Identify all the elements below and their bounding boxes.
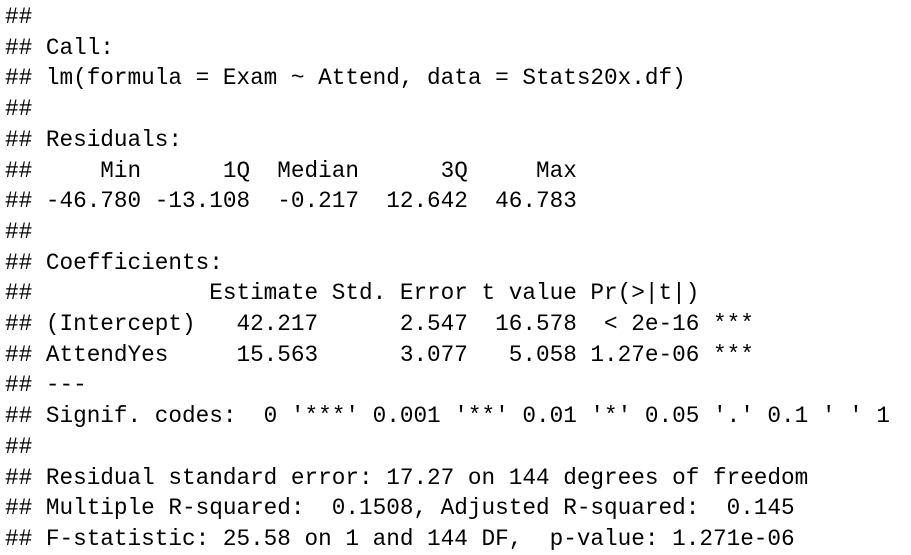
console-line-coefficients-header: ## Coefficients:	[5, 249, 223, 276]
console-line-f-statistic: ## F-statistic: 25.58 on 1 and 144 DF, p…	[5, 525, 795, 552]
console-line-residuals-header: ## Residuals:	[5, 126, 182, 153]
console-line-coefficients-attendyes: ## AttendYes 15.563 3.077 5.058 1.27e-06…	[5, 341, 754, 368]
console-line: ##	[5, 4, 33, 30]
console-line-coefficients-intercept: ## (Intercept) 42.217 2.547 16.578 < 2e-…	[5, 311, 754, 338]
console-line-signif-codes: ## Signif. codes: 0 '***' 0.001 '**' 0.0…	[5, 403, 890, 430]
console-line-residual-std-error: ## Residual standard error: 17.27 on 144…	[5, 464, 809, 491]
console-line: ##	[5, 218, 33, 245]
console-line-residuals-colnames: ## Min 1Q Median 3Q Max	[5, 157, 577, 184]
console-line-call-header: ## Call:	[5, 34, 114, 61]
console-line: ##	[5, 433, 33, 460]
console-line-call-formula: ## lm(formula = Exam ~ Attend, data = St…	[5, 65, 686, 92]
console-line-r-squared: ## Multiple R-squared: 0.1508, Adjusted …	[5, 495, 795, 522]
console-line-residuals-values: ## -46.780 -13.108 -0.217 12.642 46.783	[5, 188, 577, 215]
console-line-separator: ## ---	[5, 372, 87, 399]
console-line-coefficients-colnames: ## Estimate Std. Error t value Pr(>|t|)	[5, 280, 700, 307]
console-line: ##	[5, 96, 33, 123]
